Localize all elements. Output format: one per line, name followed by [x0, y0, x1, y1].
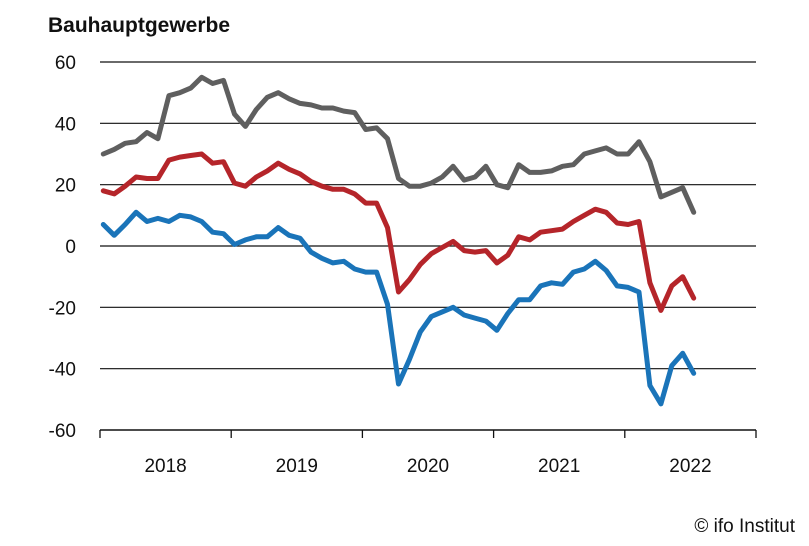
y-tick-label: 60	[55, 53, 76, 74]
x-tick-label: 2022	[669, 456, 711, 477]
y-tick-label: 20	[55, 176, 76, 197]
series-lines	[100, 74, 697, 407]
copyright-credit: © ifo Institut	[694, 516, 795, 537]
x-tick-label: 2021	[538, 456, 580, 477]
x-tick-label: 2019	[276, 456, 318, 477]
series-line-1	[100, 74, 697, 215]
y-axis-ticks: 60 40 20 0 -20 -40 -60	[49, 53, 76, 442]
y-tick-label: 40	[55, 114, 76, 135]
gridlines	[100, 61, 756, 431]
series-line-2	[100, 151, 697, 313]
y-tick-label: -20	[49, 298, 76, 319]
y-tick-label: -60	[49, 421, 76, 442]
x-tick-label: 2020	[407, 456, 449, 477]
y-tick-label: -40	[49, 360, 76, 381]
series-line-3	[100, 209, 697, 407]
x-tick-label: 2018	[144, 456, 186, 477]
x-axis: 2018 2019 2020 2021 2022	[99, 430, 757, 477]
y-tick-label: 0	[65, 237, 76, 258]
chart-title: Bauhauptgewerbe	[48, 14, 231, 37]
